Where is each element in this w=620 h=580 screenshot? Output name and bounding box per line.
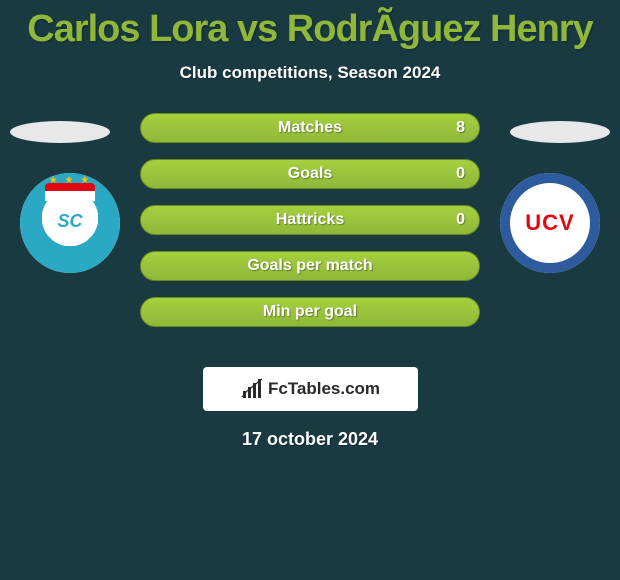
bar-chart-icon	[240, 377, 264, 401]
stat-label: Min per goal	[263, 303, 357, 321]
comparison-area: ★ ★ ★ Matches 8 Goals 0 Hattricks 0 Goal…	[0, 113, 620, 353]
star-icon: ★ ★ ★	[20, 175, 120, 186]
stat-label: Goals per match	[247, 257, 372, 275]
subtitle: Club competitions, Season 2024	[0, 63, 620, 83]
stat-bars: Matches 8 Goals 0 Hattricks 0 Goals per …	[140, 113, 480, 327]
stat-bar-min-per-goal: Min per goal	[140, 297, 480, 327]
club-badge-left: ★ ★ ★	[20, 173, 120, 273]
stat-value-right: 0	[456, 211, 465, 229]
player-photo-left	[10, 121, 110, 143]
date-label: 17 october 2024	[0, 429, 620, 450]
stat-bar-hattricks: Hattricks 0	[140, 205, 480, 235]
stat-label: Matches	[278, 119, 342, 137]
source-logo-text: FcTables.com	[268, 379, 380, 399]
club-badge-right	[500, 173, 600, 273]
stat-bar-matches: Matches 8	[140, 113, 480, 143]
stat-bar-goals-per-match: Goals per match	[140, 251, 480, 281]
stat-value-right: 0	[456, 165, 465, 183]
stat-label: Hattricks	[276, 211, 344, 229]
player-photo-right	[510, 121, 610, 143]
source-logo: FcTables.com	[203, 367, 418, 411]
stat-value-right: 8	[456, 119, 465, 137]
stat-label: Goals	[288, 165, 332, 183]
club-badge-left-art: ★ ★ ★	[20, 173, 120, 273]
club-badge-right-art	[500, 173, 600, 273]
stat-bar-goals: Goals 0	[140, 159, 480, 189]
page-title: Carlos Lora vs RodrÃ­guez Henry	[0, 0, 620, 51]
